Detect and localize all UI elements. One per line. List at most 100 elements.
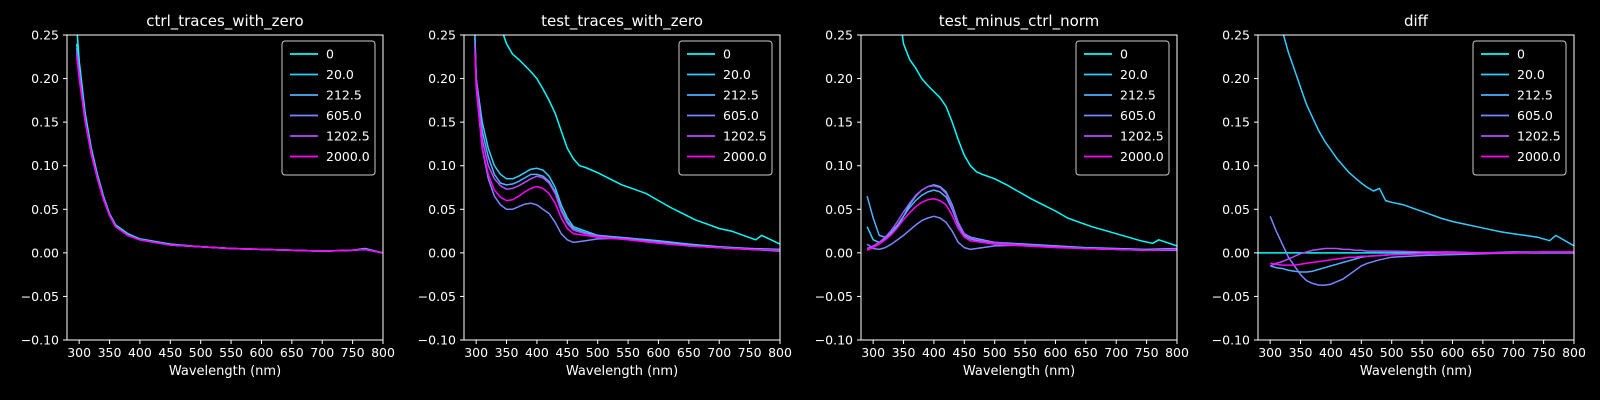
x-tick-label: 450: [1349, 345, 1373, 360]
axes-frame: [66, 34, 384, 341]
y-tick-label: 0.20: [1222, 71, 1250, 86]
x-tick-label: 500: [189, 345, 213, 360]
y-tick-label: 0.25: [428, 28, 456, 43]
y-tick-label: 0.05: [1222, 202, 1250, 217]
y-tick-label: −0.10: [21, 333, 59, 348]
y-tick-label: −0.10: [815, 333, 853, 348]
series-line-2000.0: [75, 56, 383, 254]
chart-title: test_minus_ctrl_norm: [939, 12, 1100, 31]
series-line-605.0: [1269, 216, 1574, 286]
legend-label: 212.5: [326, 88, 362, 103]
y-tick-label: 0.00: [428, 245, 456, 260]
x-tick-label: 700: [1501, 345, 1525, 360]
y-tick-label: 0.25: [825, 28, 853, 43]
y-tick-label: −0.10: [418, 333, 456, 348]
x-tick-label: 800: [1165, 345, 1189, 360]
y-tick-label: −0.05: [418, 289, 456, 304]
x-tick-label: 600: [1044, 345, 1068, 360]
x-tick-label: 550: [1013, 345, 1037, 360]
y-tick-label: 0.20: [428, 71, 456, 86]
y-tick-label: 0.15: [1222, 115, 1250, 130]
x-tick-label: 450: [158, 345, 182, 360]
y-tick-label: 0.15: [428, 115, 456, 130]
axes-frame: [1257, 34, 1575, 341]
x-tick-label: 550: [219, 345, 243, 360]
legend-label: 20.0: [326, 67, 354, 82]
legend-label: 605.0: [1517, 108, 1553, 123]
x-tick-label: 650: [280, 345, 304, 360]
y-tick-label: 0.05: [31, 202, 59, 217]
x-tick-label: 300: [67, 345, 91, 360]
legend-label: 212.5: [1517, 88, 1553, 103]
y-tick-label: 0.25: [1222, 28, 1250, 43]
axes-frame: [463, 34, 781, 341]
x-tick-label: 350: [98, 345, 122, 360]
series-lines: [866, 35, 1177, 251]
legend: 0 20.0 212.5 605.0 1202.5 2000.0: [1472, 40, 1567, 176]
legend-label: 1202.5: [326, 129, 370, 144]
series-lines: [75, 35, 383, 254]
x-tick-label: 350: [1289, 345, 1313, 360]
x-tick-label: 700: [1104, 345, 1128, 360]
x-tick-label: 600: [647, 345, 671, 360]
legend-label: 212.5: [723, 88, 759, 103]
x-tick-label: 700: [310, 345, 334, 360]
x-tick-label: 750: [738, 345, 762, 360]
legend-label: 2000.0: [326, 149, 370, 164]
legend-label: 605.0: [1120, 108, 1156, 123]
series-line-0: [901, 35, 1177, 247]
x-tick-label: 550: [1410, 345, 1434, 360]
series-line-1202.5: [866, 185, 1177, 251]
x-tick-label: 300: [1258, 345, 1282, 360]
legend-label: 20.0: [1517, 67, 1545, 82]
legend-label: 605.0: [326, 108, 362, 123]
x-tick-label: 450: [555, 345, 579, 360]
y-tick-label: 0.10: [825, 158, 853, 173]
y-tick-label: 0.00: [1222, 245, 1250, 260]
x-tick-label: 350: [892, 345, 916, 360]
y-tick-label: 0.00: [825, 245, 853, 260]
legend-label: 2000.0: [723, 149, 767, 164]
x-tick-label: 500: [586, 345, 610, 360]
x-tick-label: 400: [128, 345, 152, 360]
x-tick-label: 300: [464, 345, 488, 360]
x-tick-label: 800: [1562, 345, 1586, 360]
legend: 0 20.0 212.5 605.0 1202.5 2000.0: [281, 40, 376, 176]
legend-label: 2000.0: [1120, 149, 1164, 164]
legend-label: 20.0: [1120, 67, 1148, 82]
x-tick-label: 650: [1074, 345, 1098, 360]
x-axis-label: Wavelength (nm): [963, 364, 1075, 379]
y-tick-label: −0.10: [1212, 333, 1250, 348]
x-tick-label: 650: [677, 345, 701, 360]
legend-label: 0: [723, 47, 731, 62]
x-tick-label: 750: [1135, 345, 1159, 360]
x-tick-label: 800: [768, 345, 792, 360]
x-tick-label: 400: [1319, 345, 1343, 360]
y-tick-label: 0.10: [428, 158, 456, 173]
axes-frame: [860, 34, 1178, 341]
x-tick-label: 450: [952, 345, 976, 360]
y-tick-label: 0.10: [1222, 158, 1250, 173]
y-tick-label: −0.05: [1212, 289, 1250, 304]
legend: 0 20.0 212.5 605.0 1202.5 2000.0: [1075, 40, 1170, 176]
legend-label: 1202.5: [1120, 129, 1164, 144]
x-tick-label: 600: [250, 345, 274, 360]
y-tick-label: −0.05: [21, 289, 59, 304]
y-tick-label: 0.00: [31, 245, 59, 260]
series-lines: [474, 35, 780, 252]
y-tick-label: 0.05: [825, 202, 853, 217]
legend-label: 20.0: [723, 67, 751, 82]
legend-label: 605.0: [723, 108, 759, 123]
x-tick-label: 400: [525, 345, 549, 360]
chart-panel-3: 300 350 400 450 500 550 600 650 700 750 800 −0.10 −0…: [815, 12, 1189, 379]
x-tick-label: 500: [983, 345, 1007, 360]
legend-label: 0: [326, 47, 334, 62]
y-tick-label: 0.20: [825, 71, 853, 86]
chart-title: diff: [1404, 12, 1429, 30]
x-tick-label: 750: [1532, 345, 1556, 360]
x-tick-label: 750: [341, 345, 365, 360]
x-axis-label: Wavelength (nm): [1360, 364, 1472, 379]
series-line-2000.0: [1270, 251, 1574, 266]
legend-label: 2000.0: [1517, 149, 1561, 164]
x-tick-label: 500: [1380, 345, 1404, 360]
